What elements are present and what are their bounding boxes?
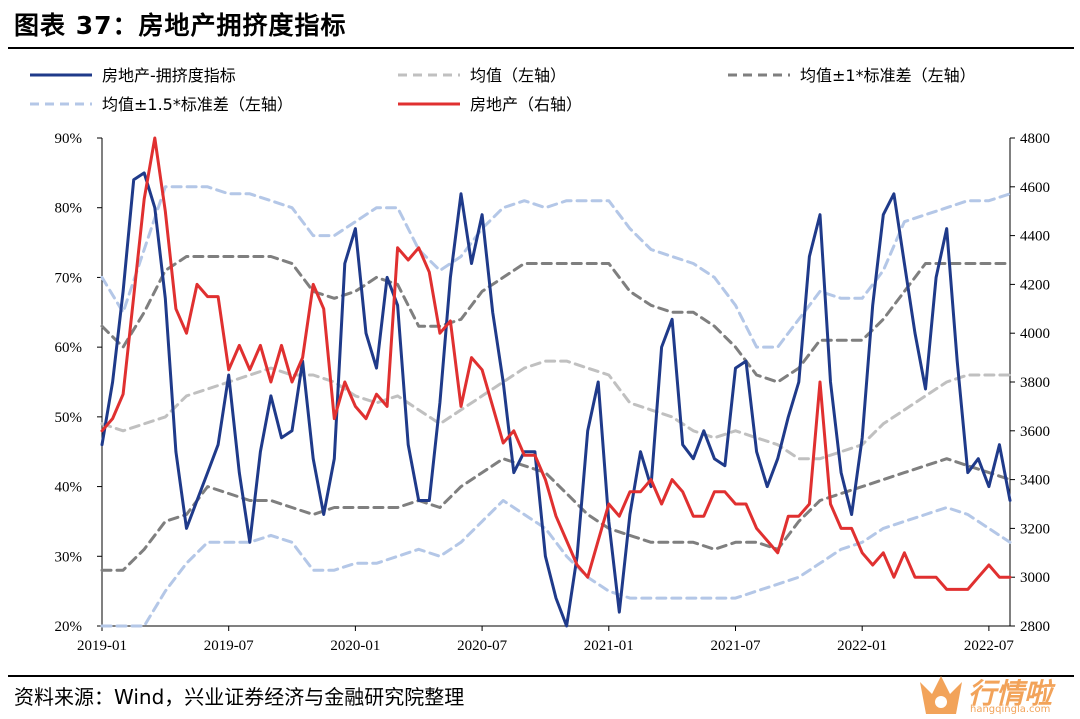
x-tick-label: 2019-01	[77, 638, 127, 654]
right-tick-label: 4600	[1020, 180, 1050, 196]
x-tick-label: 2021-01	[584, 638, 634, 654]
watermark-logo-icon	[920, 676, 962, 714]
legend-label: 房地产（右轴）	[470, 95, 582, 114]
x-tick-label: 2021-07	[710, 638, 760, 654]
series-line-3	[100, 457, 1012, 572]
left-tick-label: 30%	[55, 549, 83, 565]
series-layer	[100, 136, 1012, 628]
watermark-text: 行情啦	[968, 677, 1053, 710]
x-tick-label: 2022-01	[837, 638, 887, 654]
right-tick-label: 4400	[1020, 229, 1050, 245]
legend-label: 均值±1*标准差（左轴）	[800, 66, 976, 85]
title-rule	[8, 47, 1074, 49]
watermark-url: hangqingla.com	[970, 704, 1051, 715]
left-tick-label: 60%	[55, 340, 83, 356]
series-line-4	[100, 185, 1012, 349]
left-tick-label: 40%	[55, 480, 83, 496]
legend-label: 均值（左轴）	[470, 66, 566, 85]
left-tick-label: 90%	[55, 131, 83, 147]
x-tick-label: 2020-01	[330, 638, 380, 654]
legend: 房地产-拥挤度指标 均值（左轴） 均值±1*标准差（左轴） 均值±1.5*标准差（左轴…	[30, 66, 976, 114]
right-tick-label: 3800	[1020, 375, 1050, 391]
series-line-2	[100, 255, 1012, 384]
right-tick-label: 4800	[1020, 131, 1050, 147]
chart-title: 图表 37：房地产拥挤度指标	[14, 11, 347, 40]
right-tick-label: 3200	[1020, 521, 1050, 537]
x-tick-label: 2022-07	[964, 638, 1014, 654]
axes: 20% 30% 40% 50% 60% 70% 80% 90% 2800 3000 3200 3400…	[55, 131, 1051, 654]
series-line-0	[100, 171, 1012, 628]
left-tick-label: 50%	[55, 410, 83, 426]
left-tick-label: 70%	[55, 270, 83, 286]
watermark: 行情啦 hangqingla.com	[916, 672, 1066, 718]
series-line-1	[100, 359, 1012, 461]
right-tick-label: 3600	[1020, 424, 1050, 440]
right-tick-label: 3000	[1020, 570, 1050, 586]
right-tick-label: 4000	[1020, 326, 1050, 342]
chart: 20% 30% 40% 50% 60% 70% 80% 90% 2800 3000 3200 3400…	[30, 66, 1051, 654]
right-tick-label: 4200	[1020, 277, 1050, 293]
right-tick-label: 2800	[1020, 619, 1050, 635]
legend-label: 均值±1.5*标准差（左轴）	[102, 95, 293, 114]
left-tick-label: 20%	[55, 619, 83, 635]
left-tick-label: 80%	[55, 201, 83, 217]
x-tick-label: 2019-07	[204, 638, 254, 654]
right-tick-label: 3400	[1020, 473, 1050, 489]
source-rule	[8, 675, 1074, 677]
legend-label: 房地产-拥挤度指标	[102, 66, 236, 85]
x-tick-label: 2020-07	[457, 638, 507, 654]
source-note: 资料来源：Wind，兴业证券经济与金融研究院整理	[14, 685, 465, 709]
series-line-6	[100, 136, 1012, 591]
